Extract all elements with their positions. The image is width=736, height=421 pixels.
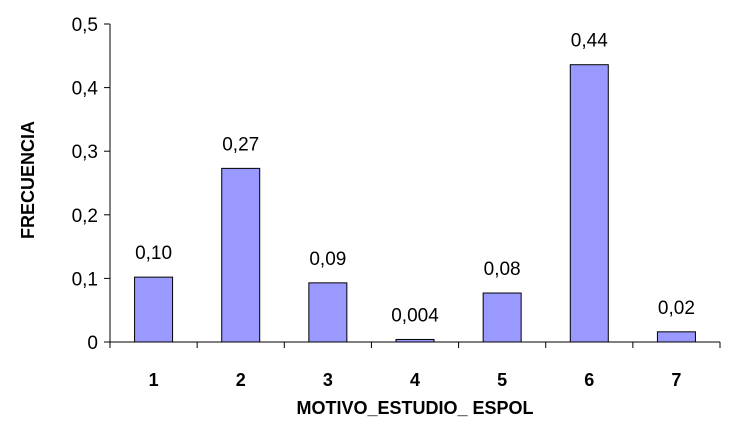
- x-tick-label-7: 7: [671, 370, 681, 390]
- x-tick-label-5: 5: [497, 370, 507, 390]
- data-label-3: 0,09: [309, 249, 346, 270]
- data-label-6: 0,44: [571, 31, 608, 52]
- y-tick-label: 0,2: [72, 206, 98, 227]
- data-label-4: 0,004: [391, 305, 439, 326]
- bar-2: [221, 167, 261, 343]
- bars-group: [134, 64, 696, 343]
- bar-7: [656, 331, 696, 343]
- x-tick-label-4: 4: [410, 370, 420, 390]
- x-tick-label-1: 1: [149, 370, 159, 390]
- bar-6: [569, 64, 609, 343]
- x-tick-label-3: 3: [323, 370, 333, 390]
- data-label-7: 0,02: [658, 298, 695, 319]
- x-tick-label-6: 6: [584, 370, 594, 390]
- data-label-2: 0,27: [222, 134, 259, 155]
- x-tick-label-2: 2: [236, 370, 246, 390]
- y-tick-label: 0: [87, 333, 98, 354]
- ticks-group: 1 2 3 4 5 6 7 0 0,1 0,2 0,3 0,4 0,5: [72, 15, 682, 390]
- data-label-1: 0,10: [135, 243, 172, 264]
- bar-1: [134, 276, 174, 343]
- y-tick-label: 0,3: [72, 142, 98, 163]
- bar-5: [482, 292, 522, 343]
- data-label-5: 0,08: [484, 259, 521, 280]
- y-tick-label: 0,1: [72, 269, 98, 290]
- y-tick-label: 0,4: [72, 79, 99, 100]
- y-axis-title: FRECUENCIA: [18, 121, 38, 239]
- y-tick-label: 0,5: [72, 15, 98, 36]
- data-labels-group: 0,10 0,27 0,09 0,004 0,08 0,44 0,02: [135, 31, 695, 327]
- axes-group: [104, 23, 721, 348]
- x-axis-title: MOTIVO_ESTUDIO_ ESPOL: [296, 398, 533, 418]
- bar-3: [308, 282, 348, 343]
